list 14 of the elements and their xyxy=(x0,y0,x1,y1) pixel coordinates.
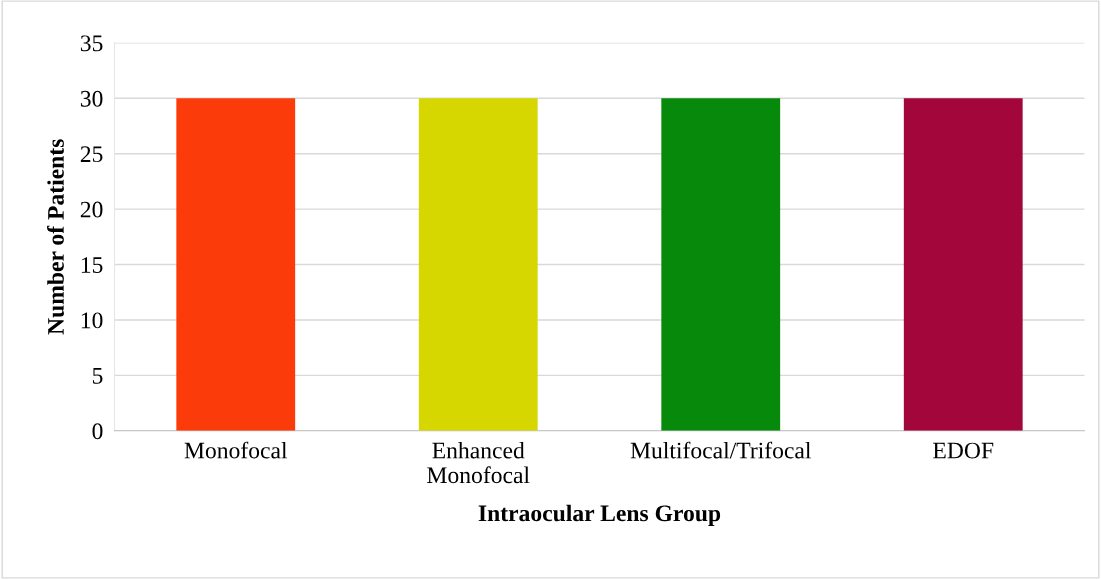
x-axis-title: Intraocular Lens Group xyxy=(478,504,721,527)
y-tick-label: 15 xyxy=(81,257,103,273)
y-tick-label: 30 xyxy=(80,90,103,107)
y-tick-label: 0 xyxy=(92,423,103,440)
y-tick-label: 5 xyxy=(92,368,103,384)
y-tick-label: 25 xyxy=(80,146,103,163)
y-axis-title: Number of Patients xyxy=(47,139,64,335)
y-tick-label: 20 xyxy=(80,201,103,218)
x-tick-label: EDOF xyxy=(933,442,994,459)
x-tick-label: Multifocal/Trifocal xyxy=(630,441,811,459)
x-tick-label: Monofocal xyxy=(184,441,288,459)
y-tick-label: 10 xyxy=(81,312,103,329)
y-tick-label: 35 xyxy=(80,35,103,52)
x-tick-label: Enhanced Monofocal xyxy=(427,441,530,484)
